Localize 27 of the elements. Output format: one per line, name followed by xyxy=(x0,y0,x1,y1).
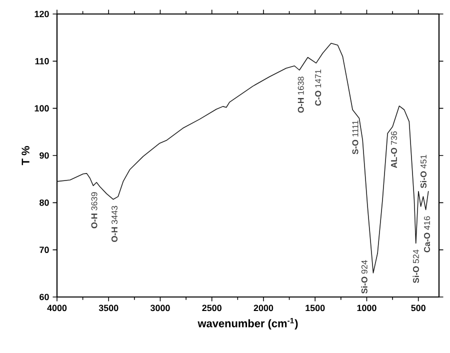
annotation: Ca-O 416 xyxy=(424,216,430,252)
y-tick-label: 120 xyxy=(34,10,49,18)
x-tick-label: 2000 xyxy=(254,304,274,312)
y-tick-label: 110 xyxy=(35,58,49,64)
annotation: Si-O 524 xyxy=(412,250,419,284)
y-tick-label: 70 xyxy=(40,246,49,254)
y-axis-title: T % xyxy=(22,146,30,166)
annotation: Si-O 924 xyxy=(361,260,368,294)
x-tick-label: 3500 xyxy=(98,304,118,312)
x-tick-label: 1500 xyxy=(306,304,325,312)
annotation: O-H 1638 xyxy=(298,76,304,113)
x-tick-label: 1000 xyxy=(357,304,376,312)
annotation: C-O 1471 xyxy=(315,70,322,106)
y-tick-label: 80 xyxy=(40,199,49,206)
x-tick-label: 3000 xyxy=(150,304,170,312)
annotation: O-H 3639 xyxy=(91,192,98,228)
annotation: O-H 3443 xyxy=(112,206,118,242)
annotation: S-O 1111 xyxy=(352,120,358,154)
x-axis-title: wavenumber (cm$^{-1}$) xyxy=(198,318,298,330)
x-tick-label: 4000 xyxy=(47,304,67,312)
y-tick-label: 100 xyxy=(34,105,49,112)
annotation: Si-O 451 xyxy=(420,154,427,188)
y-tick-label: 60 xyxy=(40,294,49,300)
y-tick-label: 90 xyxy=(40,152,49,159)
x-tick-label: 500 xyxy=(411,304,426,312)
x-tick-label: 2500 xyxy=(202,304,222,312)
annotation: AL-O 736 xyxy=(390,131,397,168)
